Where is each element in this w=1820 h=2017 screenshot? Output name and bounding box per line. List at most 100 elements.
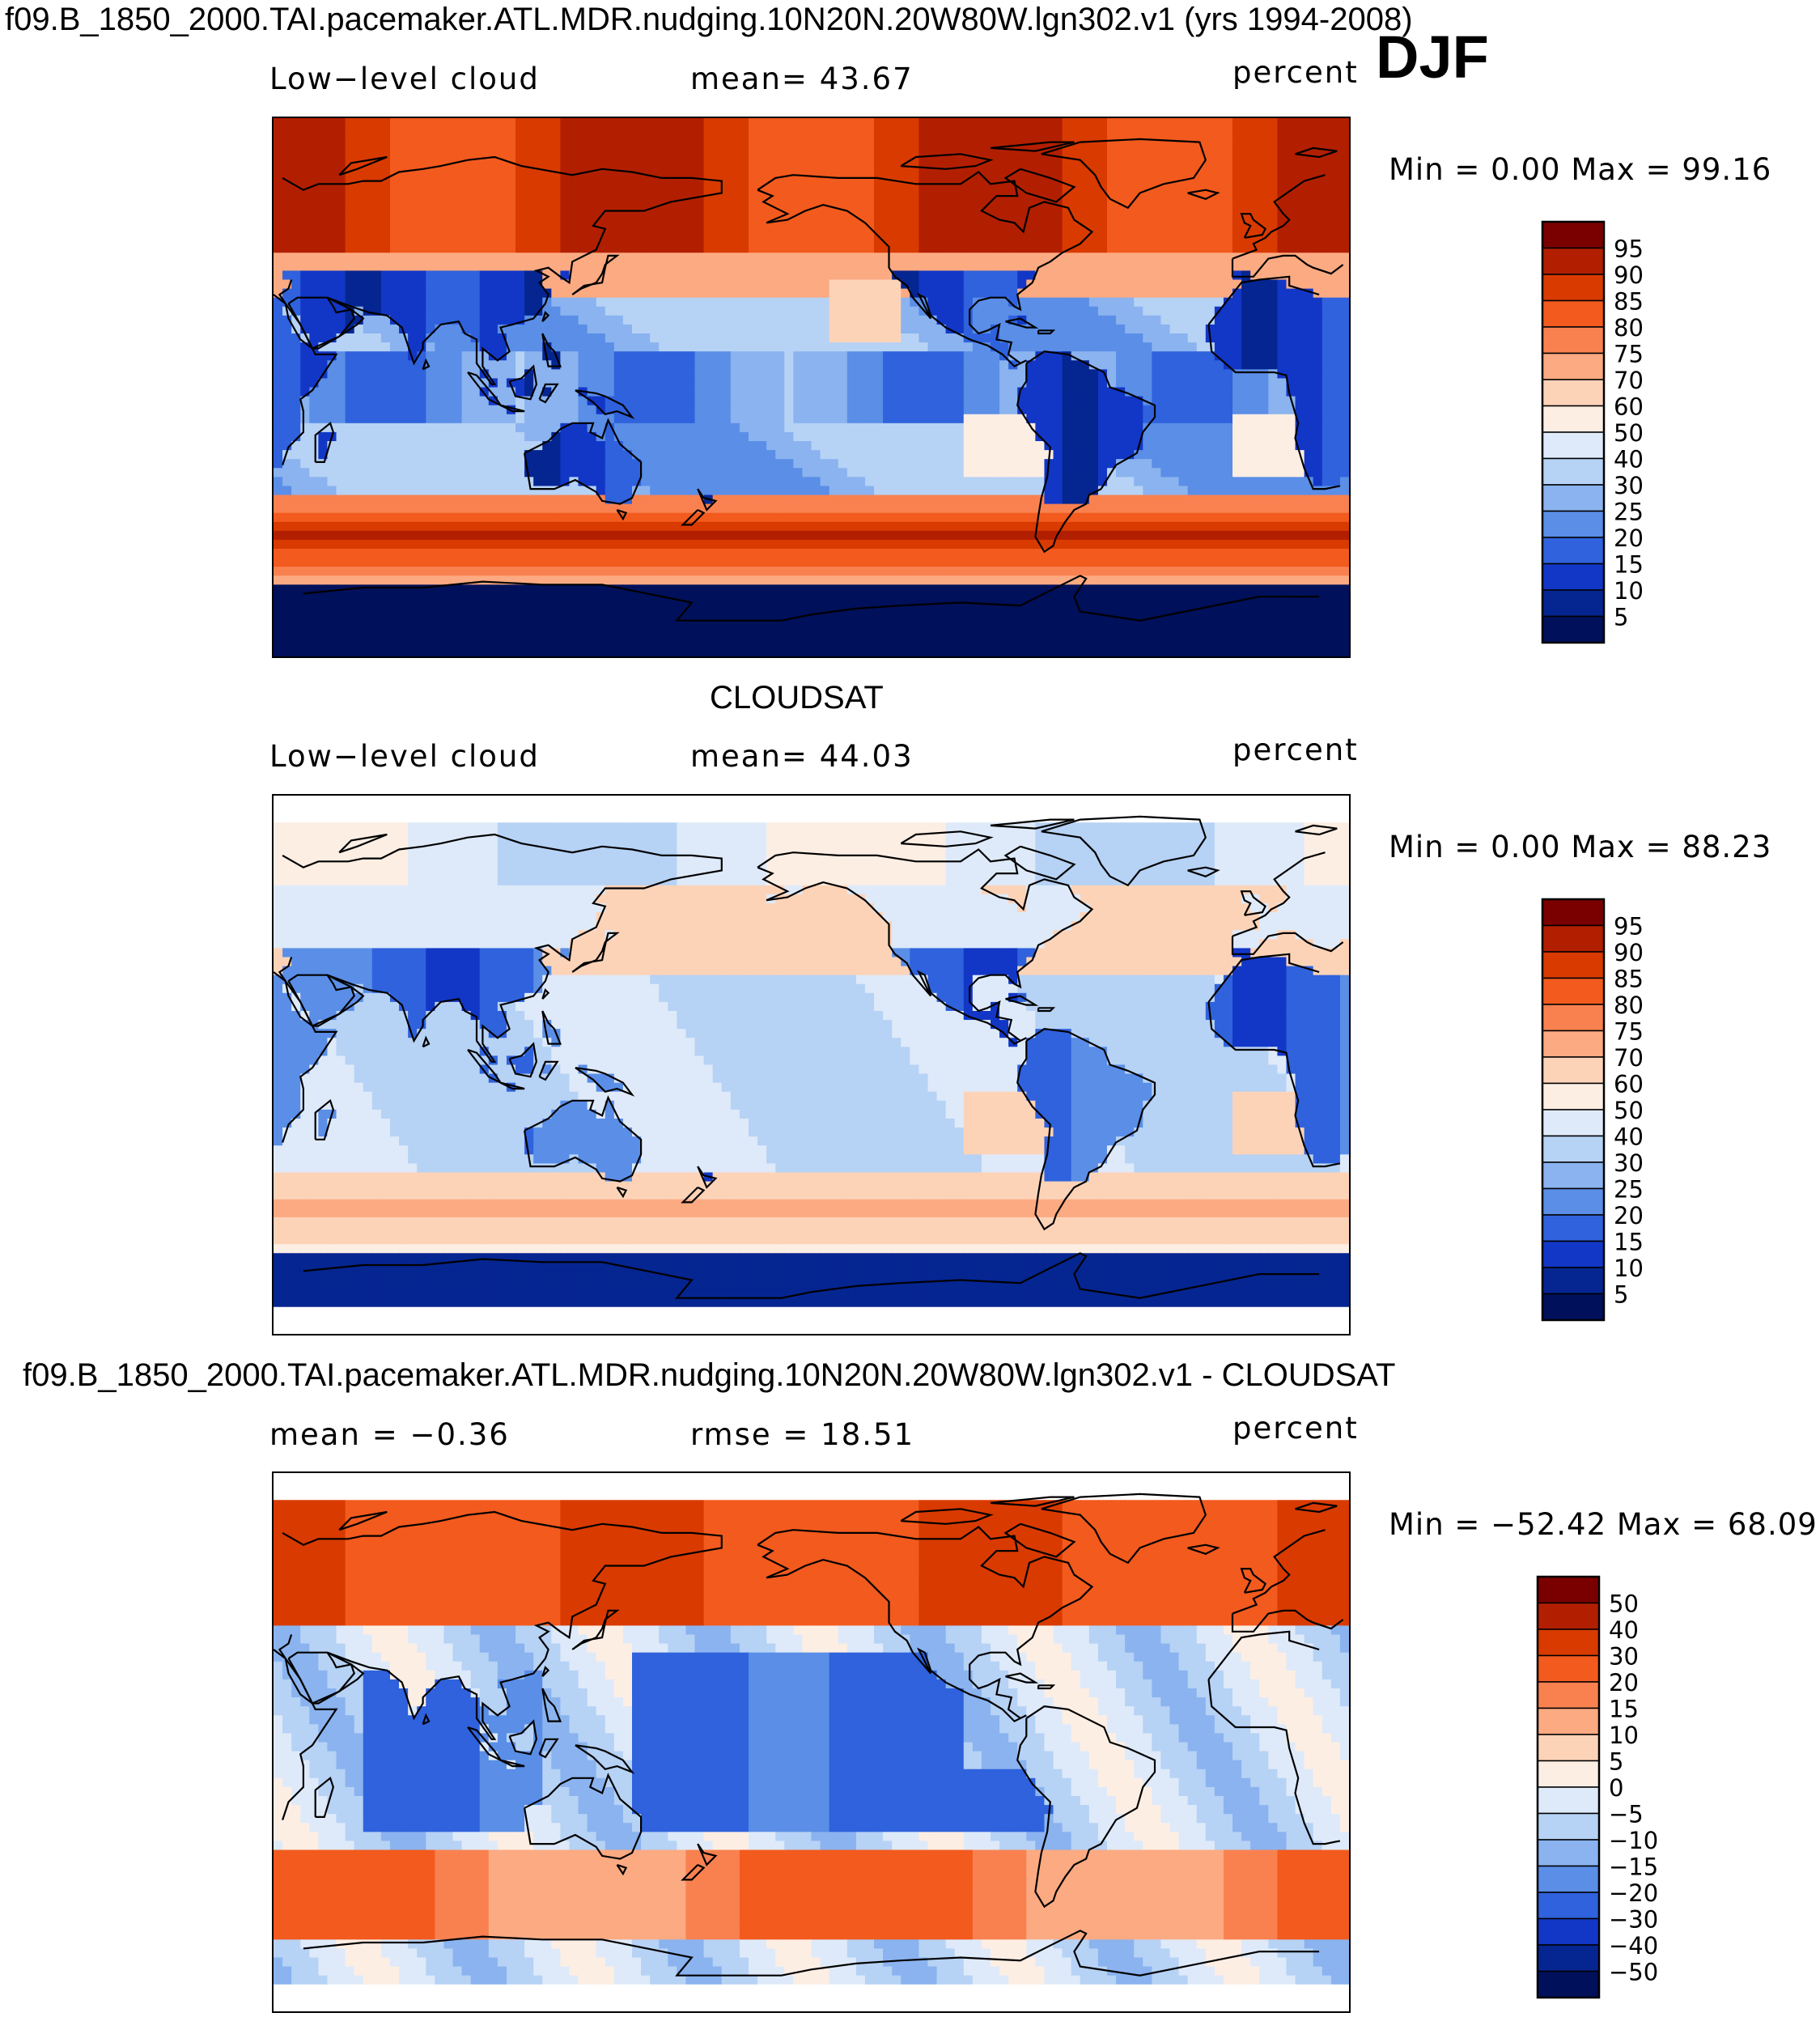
season-label: DJF — [1376, 23, 1489, 91]
colorbar-tick-label: 70 — [1614, 367, 1644, 394]
panel-1-variable-label: Low−level cloud — [269, 62, 540, 96]
colorbar-swatch — [1542, 1109, 1605, 1137]
colorbar-tick-label: 10 — [1609, 1722, 1639, 1749]
colorbar-tick-label: 50 — [1609, 1590, 1639, 1618]
colorbar-swatch — [1542, 457, 1605, 486]
colorbar-tick-label: −5 — [1609, 1801, 1644, 1828]
colorbar-tick-label: 20 — [1614, 524, 1644, 552]
colorbar-swatch — [1537, 1734, 1600, 1762]
colorbar-tick-label: 85 — [1614, 966, 1644, 993]
colorbar-swatch — [1537, 1760, 1600, 1788]
colorbar-tick-label: 25 — [1614, 499, 1644, 526]
colorbar-tick-label: 5 — [1614, 1281, 1628, 1309]
panel-1-mean-label: mean= 43.67 — [690, 62, 914, 96]
panel-2-colorbar: 95 90 85 80 75 70 60 50 40 30 25 20 15 10 5 — [1541, 898, 1672, 1324]
colorbar-swatch — [1542, 1056, 1605, 1085]
colorbar-tick-label: 30 — [1614, 472, 1644, 499]
colorbar-tick-label: 75 — [1614, 1018, 1644, 1046]
colorbar-tick-label: 15 — [1609, 1696, 1639, 1723]
colorbar-swatch — [1537, 1944, 1600, 1972]
colorbar-swatch — [1542, 563, 1605, 591]
colorbar-swatch — [1542, 898, 1605, 927]
colorbar-swatch — [1537, 1681, 1600, 1709]
panel-2-variable-label: Low−level cloud — [269, 739, 540, 774]
colorbar-swatch — [1542, 1214, 1605, 1242]
colorbar-swatch — [1542, 951, 1605, 979]
colorbar-swatch — [1542, 1030, 1605, 1058]
panel-3-map — [272, 1471, 1351, 2013]
colorbar-tick-label: −40 — [1609, 1932, 1658, 1960]
colorbar-swatch — [1537, 1812, 1600, 1841]
colorbar-tick-label: −50 — [1609, 1959, 1658, 1986]
colorbar-swatch — [1537, 1628, 1600, 1657]
colorbar-tick-label: 15 — [1614, 551, 1644, 579]
colorbar-tick-label: 30 — [1614, 1149, 1644, 1177]
colorbar-swatch — [1537, 1602, 1600, 1630]
colorbar-swatch — [1537, 1786, 1600, 1815]
panel-2-mean-label: mean= 44.03 — [690, 739, 914, 774]
colorbar-swatch — [1542, 1082, 1605, 1110]
colorbar-swatch — [1542, 379, 1605, 407]
colorbar-swatch — [1542, 510, 1605, 538]
colorbar-tick-label: 5 — [1609, 1748, 1623, 1776]
panel-2-units-label: percent — [1232, 732, 1359, 767]
colorbar-tick-label: 75 — [1614, 341, 1644, 368]
colorbar-tick-label: 80 — [1614, 314, 1644, 342]
colorbar-swatch — [1542, 589, 1605, 618]
colorbar-swatch — [1542, 924, 1605, 953]
colorbar-swatch — [1542, 615, 1605, 643]
colorbar-swatch — [1542, 1004, 1605, 1032]
colorbar-swatch — [1542, 1161, 1605, 1190]
colorbar-swatch — [1537, 1654, 1600, 1683]
colorbar-swatch — [1542, 1240, 1605, 1268]
panel-3-units-label: percent — [1232, 1411, 1359, 1446]
colorbar-swatch — [1542, 405, 1605, 433]
coastlines — [274, 1493, 1344, 1977]
colorbar-tick-label: 40 — [1609, 1616, 1639, 1644]
colorbar-tick-label: 10 — [1614, 1255, 1644, 1282]
colorbar-tick-label: −20 — [1609, 1879, 1658, 1907]
colorbar-tick-label: −10 — [1609, 1827, 1658, 1854]
colorbar-swatch — [1542, 1187, 1605, 1216]
colorbar-tick-label: 40 — [1614, 1123, 1644, 1151]
panel-1-colorbar: 95 90 85 80 75 70 60 50 40 30 25 20 15 10 5 — [1541, 220, 1672, 647]
panel-3-minmax: Min = −52.42 Max = 68.09 — [1389, 1507, 1818, 1542]
colorbar-tick-label: 70 — [1614, 1044, 1644, 1072]
colorbar-swatch — [1537, 1917, 1600, 1946]
colorbar-swatch — [1537, 1707, 1600, 1735]
colorbar-tick-label: 20 — [1614, 1202, 1644, 1229]
colorbar-tick-label: 80 — [1614, 992, 1644, 1019]
colorbar-swatch — [1537, 1970, 1600, 1998]
colorbar-swatch — [1542, 274, 1605, 302]
colorbar-swatch — [1542, 221, 1605, 249]
colorbar-swatch — [1542, 537, 1605, 565]
colorbar-swatch — [1542, 326, 1605, 355]
panel-1-minmax: Min = 0.00 Max = 99.16 — [1389, 152, 1771, 187]
colorbar-tick-label: 20 — [1609, 1669, 1639, 1696]
colorbar-swatch — [1537, 1576, 1600, 1604]
colorbar-tick-label: 5 — [1614, 604, 1628, 631]
colorbar-swatch — [1542, 977, 1605, 1005]
panel-3-map-field — [274, 1473, 1349, 2011]
colorbar-swatch — [1542, 247, 1605, 275]
colorbar-tick-label: 0 — [1609, 1774, 1623, 1802]
colorbar-tick-label: 95 — [1614, 913, 1644, 941]
coastlines — [274, 815, 1344, 1299]
colorbar-tick-label: 10 — [1614, 577, 1644, 605]
colorbar-tick-label: 15 — [1614, 1229, 1644, 1256]
panel-3-colorbar: 50 40 30 20 15 10 5 0 −5 −10 −15 −20 −30 −40 −50 — [1536, 1575, 1667, 2002]
colorbar-tick-label: 50 — [1614, 1097, 1644, 1124]
panel-3-title: f09.B_1850_2000.TAI.pacemaker.ATL.MDR.nu… — [23, 1357, 1395, 1394]
panel-1-map — [272, 117, 1351, 658]
colorbar-tick-label: 90 — [1614, 261, 1644, 289]
colorbar-tick-label: 85 — [1614, 288, 1644, 316]
colorbar-swatch — [1542, 431, 1605, 460]
colorbar-swatch — [1542, 1135, 1605, 1163]
colorbar-tick-label: 25 — [1614, 1176, 1644, 1204]
panel-2-title: CLOUDSAT — [710, 680, 884, 716]
panel-2-map-field — [274, 796, 1349, 1334]
colorbar-swatch — [1537, 1839, 1600, 1867]
panel-2-map — [272, 794, 1351, 1335]
colorbar-swatch — [1542, 1293, 1605, 1321]
colorbar-swatch — [1542, 484, 1605, 512]
